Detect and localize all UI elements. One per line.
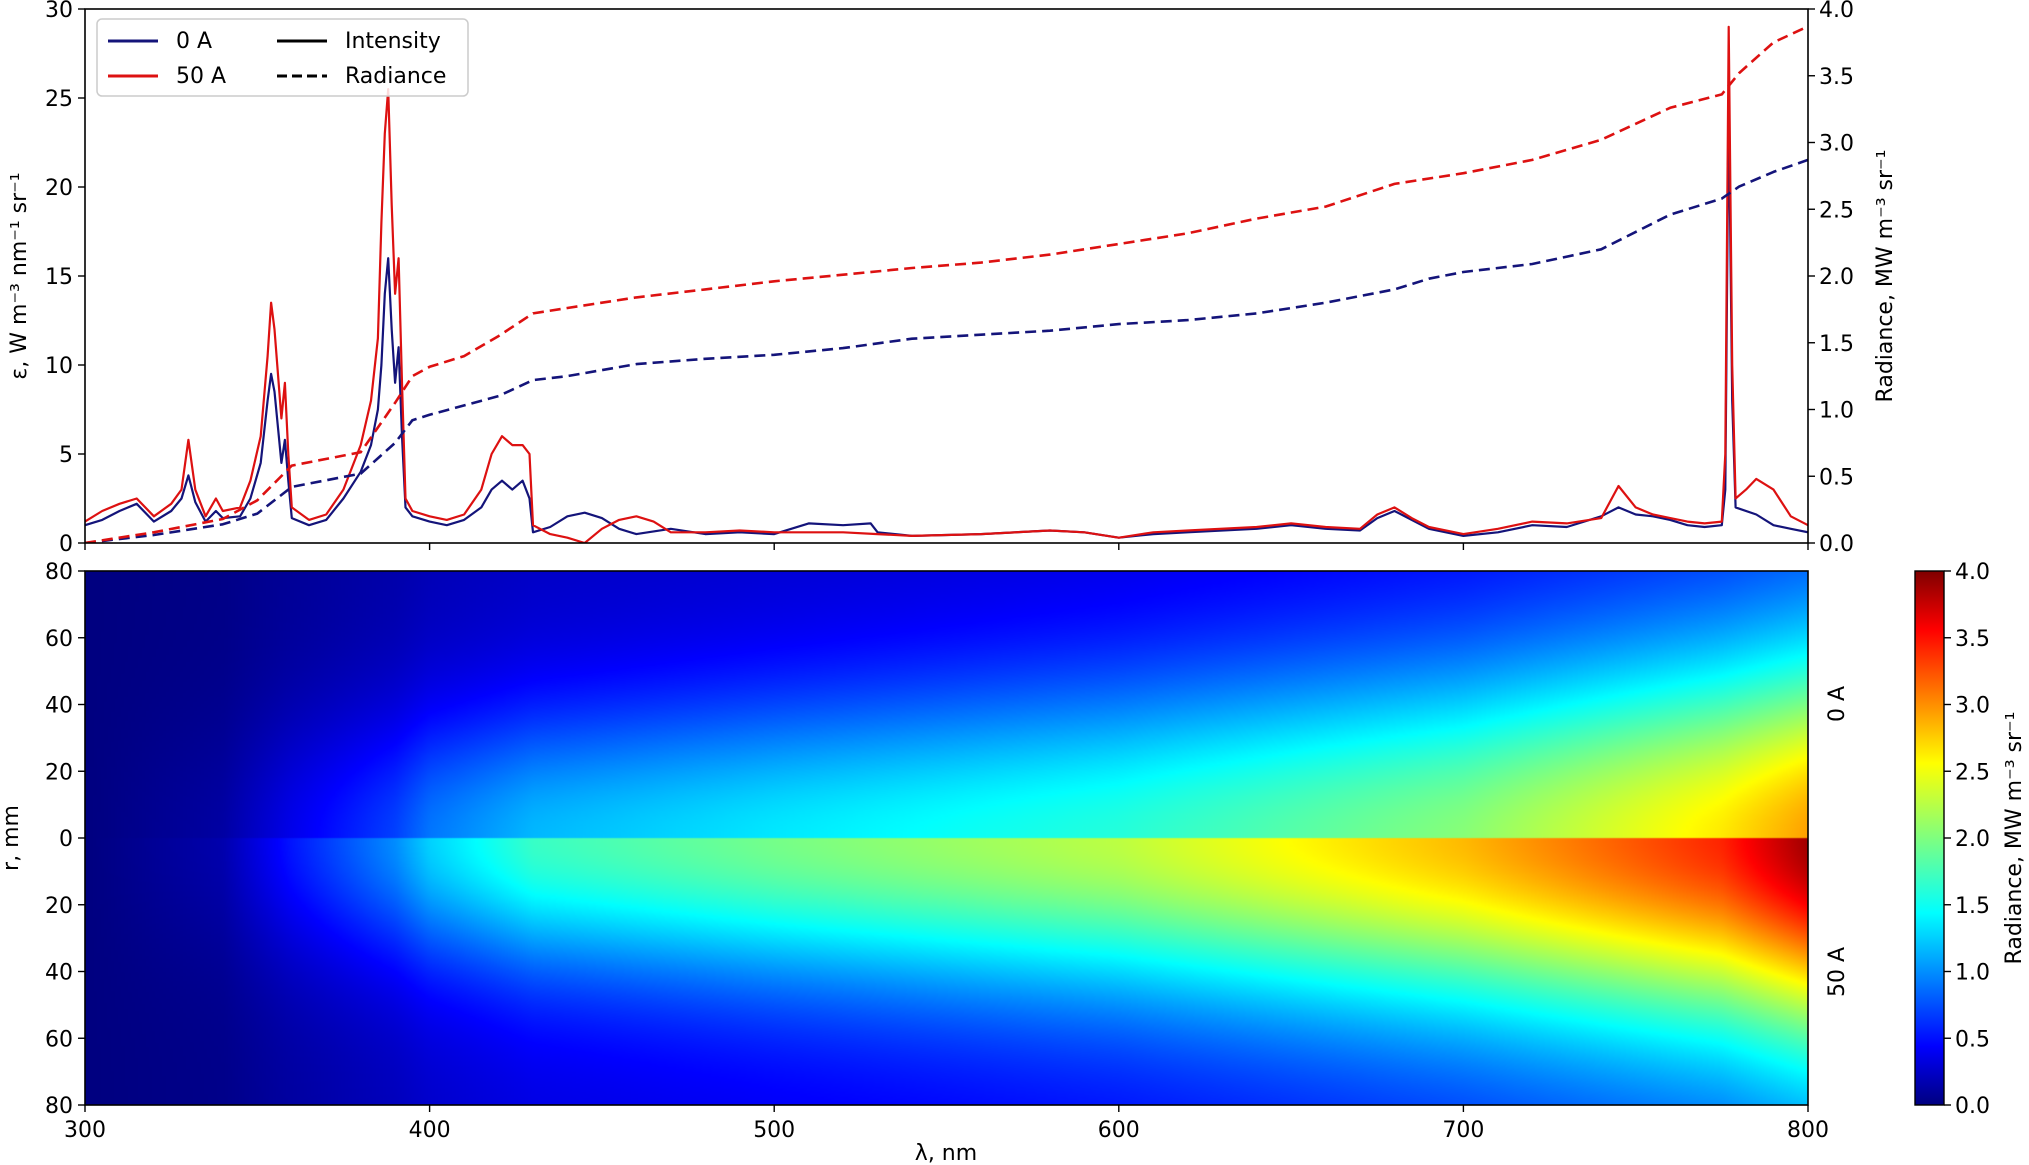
colorbar-tick-label: 0.5 [1955, 1027, 1990, 1052]
heatmap-y-axis-label: r, mm [0, 805, 24, 871]
spectrum-panel: 0 5 10 15 20 25 30 0.0 0.5 1.0 1.5 2.0 2.5 3.0 3.5 4.0… [7, 0, 1898, 557]
right-y-axis-label: Radiance, MW m⁻³ sr⁻¹ [1873, 150, 1898, 403]
half-label-0a: 0 A [1825, 686, 1850, 722]
left-y-tick-label: 30 [45, 0, 73, 23]
heatmap-y-tick-label: 80 [45, 1094, 73, 1119]
heatmap-panel: 80 60 40 20 0 20 40 60 80 300 400 500 600 700 800 r, … [0, 560, 1850, 1165]
left-y-tick-label: 20 [45, 176, 73, 201]
colorbar-ticks: 0.0 0.5 1.0 1.5 2.0 2.5 3.0 3.5 4.0 [1944, 560, 1990, 1119]
radiance-heatmap [85, 571, 1808, 1105]
right-y-tick-label: 2.0 [1819, 265, 1854, 290]
colorbar-tick-label: 2.0 [1955, 827, 1990, 852]
left-y-tick-label: 15 [45, 265, 73, 290]
heatmap-y-tick-label: 40 [45, 961, 73, 986]
x-tick-label: 600 [1098, 1118, 1140, 1143]
right-y-tick-label: 1.0 [1819, 399, 1854, 424]
top-x-ticks [84, 543, 1809, 550]
legend-label-radiance: Radiance [345, 64, 446, 89]
half-label-50a: 50 A [1825, 947, 1850, 997]
heatmap-y-tick-label: 20 [45, 760, 73, 785]
right-y-tick-label: 0.5 [1819, 465, 1854, 490]
x-ticks: 300 400 500 600 700 800 [64, 1105, 1829, 1143]
colorbar-tick-label: 2.5 [1955, 760, 1990, 785]
legend-label-intensity: Intensity [345, 29, 441, 54]
left-y-tick-label: 10 [45, 354, 73, 379]
heatmap-y-tick-label: 80 [45, 560, 73, 585]
right-y-tick-label: 0.0 [1819, 532, 1854, 557]
colorbar-label: Radiance, MW m⁻³ sr⁻¹ [2002, 712, 2027, 965]
colorbar-tick-label: 1.5 [1955, 894, 1990, 919]
heatmap-y-tick-label: 40 [45, 694, 73, 719]
series-intensity-0a-line [85, 96, 1808, 539]
heatmap-y-tick-label: 20 [45, 894, 73, 919]
left-y-tick-label: 0 [59, 532, 73, 557]
left-y-tick-label: 5 [59, 443, 73, 468]
x-tick-label: 800 [1787, 1118, 1829, 1143]
colorbar-tick-label: 3.0 [1955, 694, 1990, 719]
legend-box [96, 18, 469, 97]
x-tick-label: 300 [64, 1118, 106, 1143]
series-intensity-50a-line [85, 25, 1808, 543]
series-radiance-50a-line [85, 25, 1808, 543]
left-y-ticks: 0 5 10 15 20 25 30 [45, 0, 85, 557]
heatmap-y-tick-label: 0 [59, 827, 73, 852]
right-y-tick-label: 3.5 [1819, 65, 1854, 90]
right-y-tick-label: 4.0 [1819, 0, 1854, 23]
heatmap-y-ticks: 80 60 40 20 0 20 40 60 80 [45, 560, 85, 1119]
series-radiance-0a-line [85, 158, 1808, 543]
colorbar-tick-label: 3.5 [1955, 627, 1990, 652]
right-y-tick-label: 1.5 [1819, 332, 1854, 357]
x-axis-label: λ, nm [915, 1141, 977, 1165]
x-tick-label: 400 [409, 1118, 451, 1143]
x-tick-label: 500 [753, 1118, 795, 1143]
right-y-tick-label: 2.5 [1819, 198, 1854, 223]
colorbar-tick-label: 0.0 [1955, 1094, 1990, 1119]
legend: 0 A 50 A Intensity Radiance [96, 18, 469, 97]
heatmap-y-tick-label: 60 [45, 1027, 73, 1052]
heatmap-y-tick-label: 60 [45, 627, 73, 652]
spectrum-series-group [85, 25, 1808, 543]
legend-label-50a: 50 A [176, 64, 226, 89]
colorbar-tick-label: 4.0 [1955, 560, 1990, 585]
right-y-ticks: 0.0 0.5 1.0 1.5 2.0 2.5 3.0 3.5 4.0 [1808, 0, 1854, 557]
left-y-tick-label: 25 [45, 87, 73, 112]
colorbar-gradient [1915, 571, 1944, 1105]
right-y-tick-label: 3.0 [1819, 132, 1854, 157]
legend-label-0a: 0 A [176, 29, 212, 54]
colorbar-tick-label: 1.0 [1955, 961, 1990, 986]
x-tick-label: 700 [1442, 1118, 1484, 1143]
left-y-axis-label: ε, W m⁻³ nm⁻¹ sr⁻¹ [7, 172, 32, 379]
colorbar: 0.0 0.5 1.0 1.5 2.0 2.5 3.0 3.5 4.0 Radiance, MW… [1914, 560, 2027, 1119]
